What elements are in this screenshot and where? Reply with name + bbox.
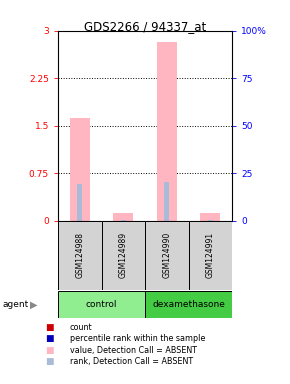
Text: control: control xyxy=(86,300,117,309)
Text: GDS2266 / 94337_at: GDS2266 / 94337_at xyxy=(84,20,206,33)
Bar xyxy=(208,220,213,221)
Bar xyxy=(121,220,126,221)
Text: percentile rank within the sample: percentile rank within the sample xyxy=(70,334,205,343)
Bar xyxy=(77,184,82,221)
Bar xyxy=(70,118,90,221)
Bar xyxy=(113,213,133,221)
Text: dexamethasone: dexamethasone xyxy=(152,300,225,309)
Bar xyxy=(157,42,177,221)
Text: ▶: ▶ xyxy=(30,300,37,310)
Bar xyxy=(102,221,145,290)
Text: value, Detection Call = ABSENT: value, Detection Call = ABSENT xyxy=(70,346,197,355)
Text: GSM124990: GSM124990 xyxy=(162,232,171,278)
Bar xyxy=(200,213,220,221)
Bar xyxy=(164,182,169,221)
Bar xyxy=(145,291,232,318)
Text: ■: ■ xyxy=(45,323,54,332)
Bar xyxy=(145,221,188,290)
Bar xyxy=(188,221,232,290)
Text: GSM124991: GSM124991 xyxy=(206,232,215,278)
Bar xyxy=(58,291,145,318)
Text: ■: ■ xyxy=(45,334,54,343)
Text: ■: ■ xyxy=(45,357,54,366)
Text: ■: ■ xyxy=(45,346,54,355)
Text: agent: agent xyxy=(3,300,29,309)
Text: rank, Detection Call = ABSENT: rank, Detection Call = ABSENT xyxy=(70,357,193,366)
Text: count: count xyxy=(70,323,92,332)
Bar xyxy=(58,221,102,290)
Text: GSM124988: GSM124988 xyxy=(75,232,84,278)
Text: GSM124989: GSM124989 xyxy=(119,232,128,278)
